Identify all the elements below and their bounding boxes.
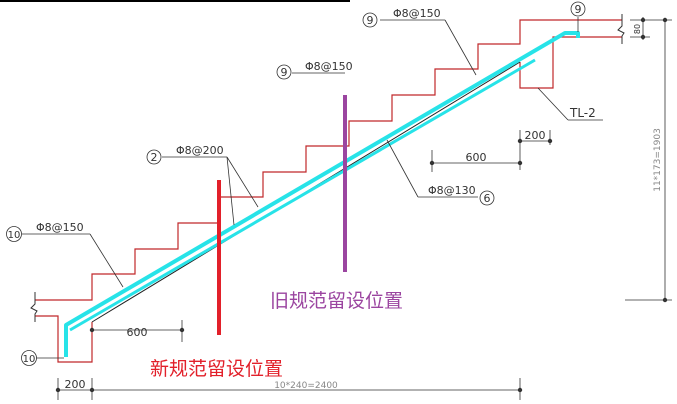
secondary-rebar bbox=[69, 58, 536, 332]
label-number: 9 bbox=[575, 3, 582, 16]
old-position-label: 旧规范留设位置 bbox=[270, 290, 403, 312]
dim-bottom-600: 600 bbox=[127, 326, 148, 339]
dim-landing-thickness: 80 bbox=[633, 24, 642, 34]
dim-top-600: 600 bbox=[466, 151, 487, 164]
label-spec: Φ8@150 bbox=[36, 221, 84, 234]
label-distribution-bar: 2 Φ8@200 bbox=[146, 144, 224, 165]
label-lower-bar: 10 Φ8@150 bbox=[6, 221, 84, 242]
label-upper-bar: 9 Φ8@150 bbox=[362, 7, 441, 28]
bottom-beam-outline bbox=[35, 315, 93, 363]
label-bottom-bar: Φ8@130 6 bbox=[428, 184, 495, 206]
beam-label: TL-2 bbox=[569, 106, 596, 120]
label-top-mark: 9 bbox=[570, 1, 586, 17]
label-spec: Φ8@150 bbox=[305, 60, 353, 73]
label-number: 6 bbox=[484, 192, 491, 205]
label-spec: Φ8@200 bbox=[176, 144, 224, 157]
dim-run: 10*240=2400 bbox=[274, 381, 338, 391]
stair-outline bbox=[35, 19, 622, 301]
dim-rise: 11*173=1903 bbox=[653, 128, 663, 192]
label-mid-bar: 9 Φ8@150 bbox=[276, 60, 353, 80]
label-number: 10 bbox=[8, 230, 21, 241]
break-line-right bbox=[617, 14, 625, 44]
label-number: 9 bbox=[281, 66, 288, 79]
label-foot-bar: 10 bbox=[21, 350, 37, 366]
label-number: 10 bbox=[23, 354, 36, 365]
main-rebar bbox=[64, 31, 580, 357]
top-landing-soffit bbox=[519, 36, 622, 89]
label-number: 2 bbox=[151, 151, 158, 164]
break-line-left bbox=[30, 292, 38, 322]
dimension-lines bbox=[55, 17, 672, 400]
label-spec: Φ8@130 bbox=[428, 184, 476, 197]
label-spec: Φ8@150 bbox=[393, 7, 441, 20]
leader-lines bbox=[22, 17, 603, 359]
dim-top-200: 200 bbox=[525, 129, 546, 142]
label-number: 9 bbox=[367, 14, 374, 27]
dim-bottom-200: 200 bbox=[65, 378, 86, 391]
new-position-label: 新规范留设位置 bbox=[150, 358, 283, 380]
